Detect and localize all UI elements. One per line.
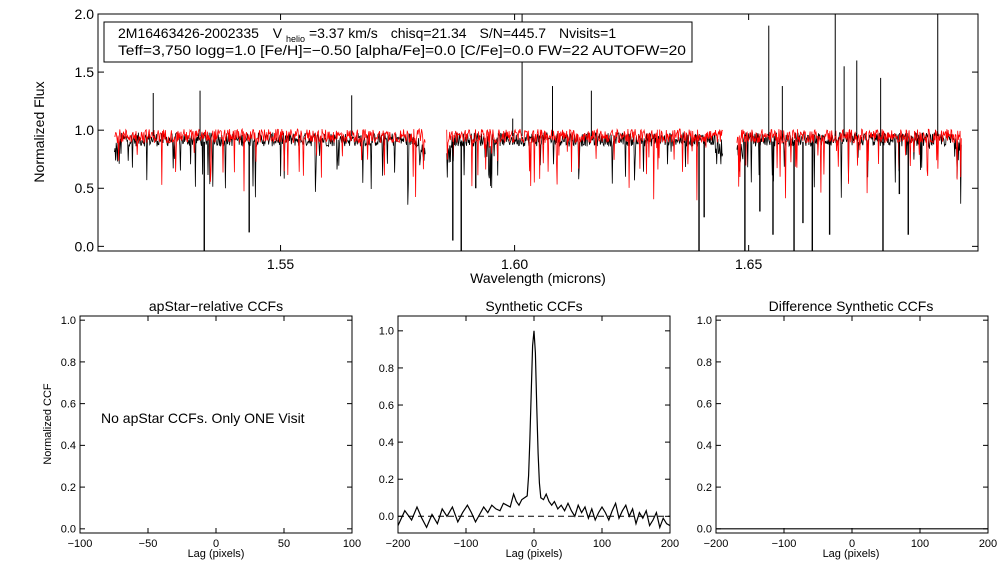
difference-ccf-panel: Difference Synthetic CCFs −200 −100 0 100 20… xyxy=(697,298,997,560)
y-tick-label: 0.2 xyxy=(379,474,394,486)
apstar-ccf-panel: apStar−relative CCFs −100 −50 0 50 100 0.00.… xyxy=(42,298,361,560)
no-apstar-ccf-message: No apStar CCFs. Only ONE Visit xyxy=(101,410,305,426)
x-tick-label: 100 xyxy=(343,538,361,550)
model-spectrum-line xyxy=(446,128,723,201)
star-info-box: 2M16463426-2002335 V helio =3.37 km/s ch… xyxy=(103,21,693,63)
x-tick-label: −100 xyxy=(454,538,479,550)
x-tick-label: 100 xyxy=(593,538,611,550)
y-tick-label: 2.0 xyxy=(75,6,95,22)
spectrum-y-ticks: 0.0 0.5 1.0 1.5 2.0 xyxy=(75,6,978,254)
x-tick-label: 100 xyxy=(911,538,929,550)
y-tick-label: 0.8 xyxy=(697,357,712,369)
spectrum-y-axis-label: Normalized Flux xyxy=(31,81,47,182)
difference-ccf-y-ticks: 0.0 0.2 0.4 0.6 0.8 1.0 xyxy=(697,315,988,536)
info-line-1: 2M16463426-2002335 V helio =3.37 km/s ch… xyxy=(118,25,616,45)
x-tick-label: −200 xyxy=(704,538,729,550)
difference-ccf-frame xyxy=(715,315,989,534)
x-tick-label: 200 xyxy=(661,538,679,550)
difference-ccf-x-ticks: −200 −100 0 100 200 xyxy=(704,316,997,550)
y-tick-label: 0.4 xyxy=(61,440,76,452)
synthetic-ccf-title: Synthetic CCFs xyxy=(485,298,582,314)
y-tick-label: 1.0 xyxy=(697,315,712,327)
y-tick-label: 0.8 xyxy=(379,363,394,375)
ccf-line xyxy=(397,330,671,530)
x-tick-label: 1.65 xyxy=(735,256,762,272)
y-tick-label: 1.5 xyxy=(75,64,95,80)
vhelio-subscript: helio xyxy=(286,34,305,44)
x-tick-label: 1.60 xyxy=(501,256,528,272)
apstar-ccf-y-axis-label: Normalized CCF xyxy=(42,383,54,465)
y-tick-label: 0.0 xyxy=(61,524,76,536)
x-tick-label: 200 xyxy=(979,538,997,550)
y-tick-label: 0.6 xyxy=(61,398,76,410)
y-tick-label: 1.0 xyxy=(379,326,394,338)
synthetic-ccf-x-axis-label: Lag (pixels) xyxy=(506,548,563,560)
nvisits-value: Nvisits=1 xyxy=(559,25,616,41)
synthetic-ccf-frame xyxy=(397,315,671,534)
apstar-ccf-x-axis-label: Lag (pixels) xyxy=(188,548,245,560)
stellar-params-line: Teff=3,750 logg=1.0 [Fe/H]=−0.50 [alpha/… xyxy=(118,42,686,58)
synthetic-ccf-panel: Synthetic CCFs −200 −100 0 100 200 0.0 0.2 0.4… xyxy=(379,298,679,560)
y-tick-label: 0.0 xyxy=(379,511,394,523)
y-tick-label: 0.0 xyxy=(697,524,712,536)
x-tick-label: 1.55 xyxy=(267,256,294,272)
spectrum-frame xyxy=(97,13,979,252)
x-tick-label: −100 xyxy=(772,538,797,550)
vhelio-letter: V xyxy=(273,25,283,41)
y-tick-label: 0.0 xyxy=(75,238,95,254)
x-tick-label: 0 xyxy=(531,538,537,550)
y-tick-label: 0.4 xyxy=(379,437,394,449)
star-id: 2M16463426-2002335 xyxy=(118,25,259,41)
x-tick-label: −200 xyxy=(386,538,411,550)
apstar-ccf-y-ticks: 0.0 0.2 0.4 0.6 0.8 1.0 xyxy=(61,315,352,536)
synthetic-ccf-y-ticks: 0.0 0.2 0.4 0.6 0.8 1.0 xyxy=(379,326,670,523)
difference-ccf-x-axis-label: Lag (pixels) xyxy=(823,548,880,560)
spectrum-lines xyxy=(114,14,962,251)
info-box-frame xyxy=(103,21,693,63)
x-tick-label: 50 xyxy=(278,538,290,550)
spectrum-x-axis-label: Wavelength (microns) xyxy=(470,270,606,286)
spectrum-panel: 1.55 1.60 1.65 0.0 0.5 1.0 1.5 2.0 Wavelength … xyxy=(31,6,979,286)
y-tick-label: 0.4 xyxy=(697,440,712,452)
x-tick-label: 0 xyxy=(849,538,855,550)
synthetic-ccf-x-ticks: −200 −100 0 100 200 xyxy=(386,316,679,550)
y-tick-label: 0.2 xyxy=(61,482,76,494)
apstar-ccf-x-ticks: −100 −50 0 50 100 xyxy=(68,316,361,550)
spectrum-x-ticks: 1.55 1.60 1.65 xyxy=(267,14,762,272)
y-tick-label: 0.6 xyxy=(379,400,394,412)
apstar-ccf-title: apStar−relative CCFs xyxy=(149,298,283,314)
x-tick-label: −50 xyxy=(139,538,158,550)
model-spectrum-line xyxy=(736,128,962,199)
vhelio-value: =3.37 km/s xyxy=(309,25,378,41)
y-tick-label: 0.8 xyxy=(61,357,76,369)
y-tick-label: 1.0 xyxy=(61,315,76,327)
y-tick-label: 1.0 xyxy=(75,122,95,138)
y-tick-label: 0.6 xyxy=(697,398,712,410)
y-tick-label: 0.2 xyxy=(697,482,712,494)
synthetic-ccf-lines xyxy=(397,330,671,530)
x-tick-label: −100 xyxy=(68,538,93,550)
x-tick-label: 0 xyxy=(213,538,219,550)
difference-ccf-title: Difference Synthetic CCFs xyxy=(769,298,934,314)
snr-value: S/N=445.7 xyxy=(480,25,547,41)
chisq-value: chisq=21.34 xyxy=(391,25,467,41)
model-spectrum-line xyxy=(114,127,426,198)
y-tick-label: 0.5 xyxy=(75,180,95,196)
